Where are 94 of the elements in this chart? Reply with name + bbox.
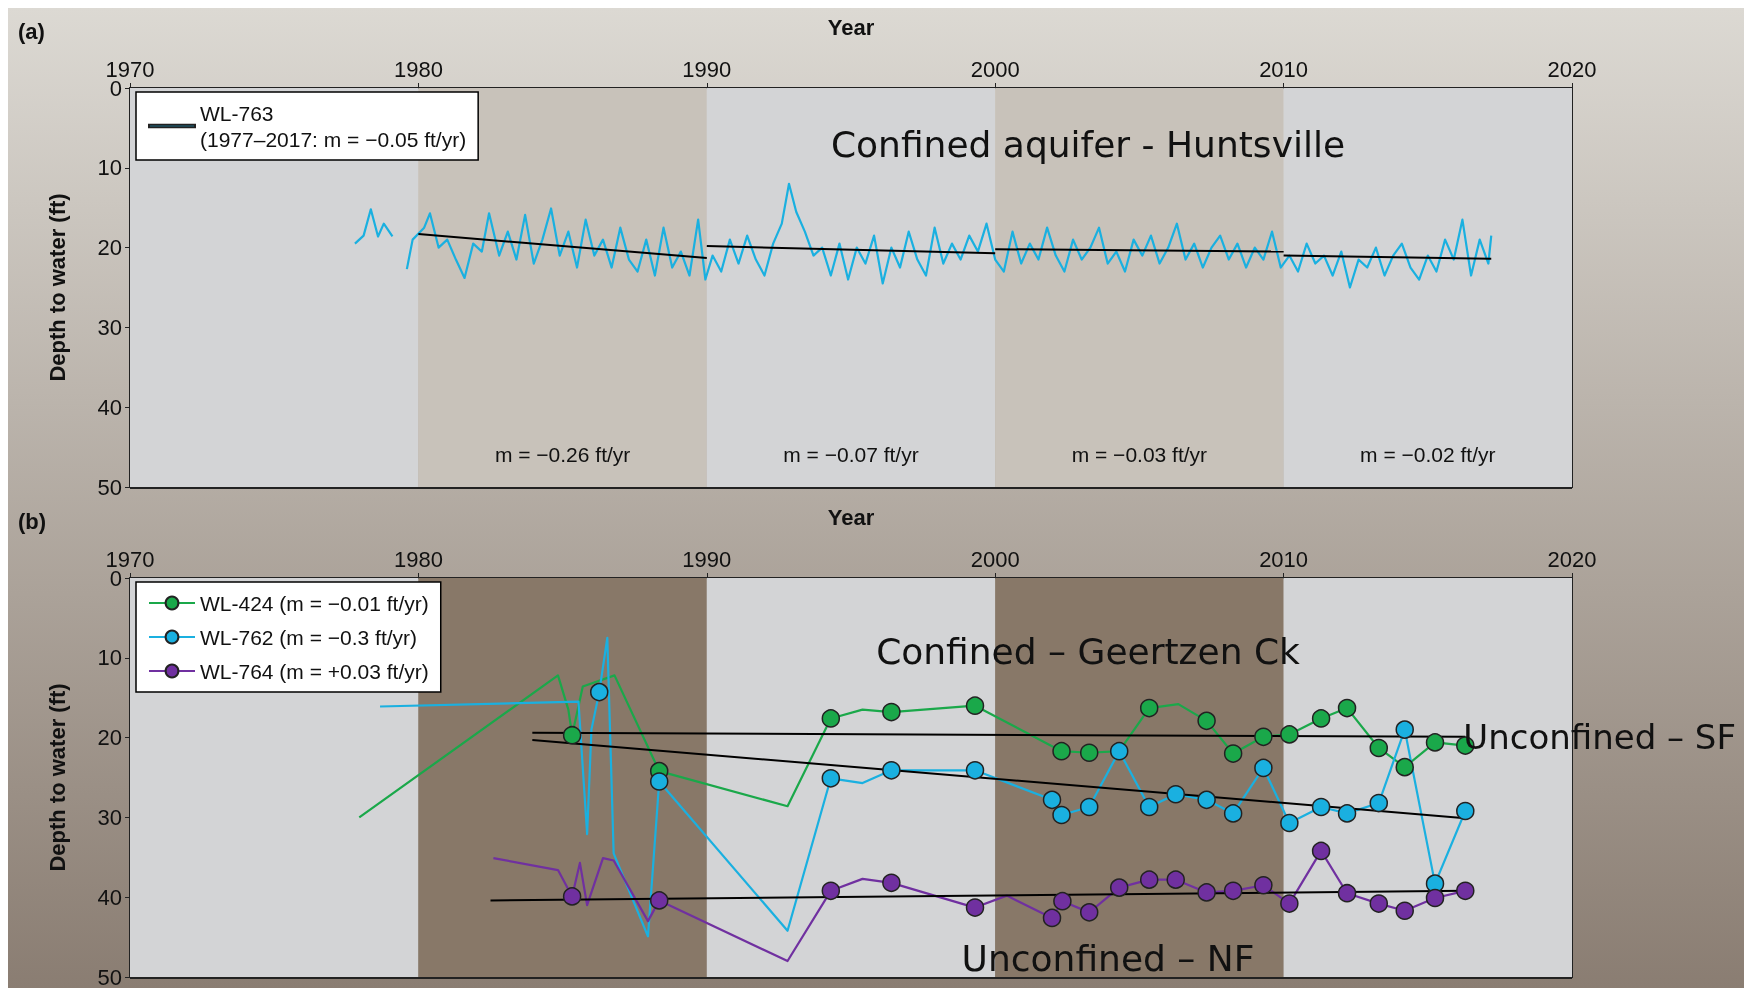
- legend-label: WL-424 (m = −0.01 ft/yr): [200, 591, 429, 615]
- point: [649, 772, 669, 791]
- annotation: m = −0.02 ft/yr: [1360, 443, 1496, 466]
- point: [1079, 797, 1099, 817]
- legend-label: WL-764 (m = +0.03 ft/yr): [200, 659, 429, 683]
- x-tick-label: 2010: [1259, 546, 1309, 572]
- point: [649, 891, 669, 910]
- point: [821, 881, 841, 901]
- point: [1425, 888, 1445, 908]
- point: [1311, 841, 1331, 861]
- y-axis-title: Depth to water (ft): [44, 683, 70, 872]
- point: [1280, 813, 1299, 833]
- point: [1197, 790, 1216, 810]
- point: [1311, 709, 1331, 728]
- x-tick-label: 2020: [1547, 546, 1597, 572]
- point: [1369, 793, 1389, 813]
- point: [1369, 738, 1389, 758]
- annotation: m = −0.26 ft/yr: [494, 443, 631, 466]
- y-tick-label: 50: [97, 964, 122, 990]
- x-tick-label: 1980: [393, 546, 443, 572]
- point: [562, 725, 582, 745]
- x-tick-label: 2020: [1547, 56, 1597, 82]
- point: [882, 761, 901, 780]
- y-tick-label: 50: [97, 474, 122, 500]
- point: [965, 696, 985, 715]
- point: [1280, 725, 1299, 744]
- legend-label: WL-763 (1977–2017: m = −0.05 ft/yr): [200, 101, 467, 151]
- point: [1337, 804, 1357, 823]
- point: [1166, 785, 1185, 804]
- point: [1109, 741, 1129, 761]
- point: [1337, 698, 1357, 718]
- annotation: m = −0.07 ft/yr: [783, 443, 919, 466]
- point: [1139, 698, 1159, 718]
- point: [589, 682, 609, 702]
- point: [1197, 883, 1216, 902]
- y-tick-label: 10: [97, 155, 122, 181]
- point: [882, 873, 901, 893]
- point: [1139, 870, 1159, 889]
- point: [1139, 797, 1159, 817]
- point: [1456, 881, 1475, 901]
- legend-label: WL-762 (m = −0.3 ft/yr): [200, 625, 418, 649]
- x-tick-label: 2000: [970, 56, 1020, 82]
- point: [1280, 894, 1299, 913]
- y-axis-title: Depth to water (ft): [44, 193, 70, 382]
- point: [821, 769, 841, 788]
- y-tick-label: 20: [97, 725, 122, 751]
- point: [1042, 790, 1062, 810]
- point: [882, 702, 901, 722]
- point: [1223, 744, 1243, 763]
- x-tick-label: 1970: [105, 546, 155, 572]
- x-tick-label: 1980: [393, 56, 443, 82]
- y-tick-label: 20: [97, 235, 122, 261]
- point: [1395, 757, 1414, 777]
- y-tick-label: 10: [97, 645, 122, 671]
- point: [821, 709, 841, 728]
- point: [1223, 804, 1243, 823]
- point: [1052, 805, 1071, 825]
- point: [1456, 801, 1475, 821]
- point: [1369, 894, 1389, 913]
- point: [1254, 758, 1273, 778]
- point: [965, 761, 985, 780]
- point: [1079, 743, 1099, 763]
- annotation: m = −0.03 ft/yr: [1071, 443, 1208, 466]
- point: [1395, 901, 1414, 921]
- x-tick-label: 1970: [105, 56, 155, 82]
- text: (a): [18, 18, 45, 44]
- point: [1052, 741, 1071, 761]
- point: [1254, 875, 1273, 895]
- point: [1395, 720, 1414, 739]
- point: [562, 887, 582, 906]
- point: [965, 898, 985, 917]
- point: [1109, 878, 1129, 897]
- point: [1166, 870, 1185, 889]
- x-axis-title: Year: [827, 504, 875, 530]
- text: (b): [18, 508, 47, 534]
- y-tick-label: 30: [97, 804, 122, 830]
- annotation: Confined aquifer - Huntsville: [830, 123, 1346, 165]
- point: [1053, 891, 1072, 911]
- x-tick-label: 2010: [1259, 56, 1309, 82]
- point: [1223, 881, 1243, 901]
- x-axis-title: Year: [827, 14, 875, 40]
- point: [1197, 711, 1216, 731]
- point: [1337, 883, 1357, 903]
- point: [1079, 903, 1099, 922]
- y-tick-label: 40: [97, 884, 122, 910]
- y-tick-label: 40: [97, 394, 122, 420]
- x-tick-label: 1990: [682, 56, 732, 82]
- x-tick-label: 2000: [970, 546, 1020, 572]
- point: [1311, 797, 1331, 817]
- y-tick-label: 30: [97, 314, 122, 340]
- x-tick-label: 1990: [682, 546, 732, 572]
- point: [1254, 727, 1273, 747]
- point: [1425, 733, 1445, 752]
- point: [1042, 908, 1062, 928]
